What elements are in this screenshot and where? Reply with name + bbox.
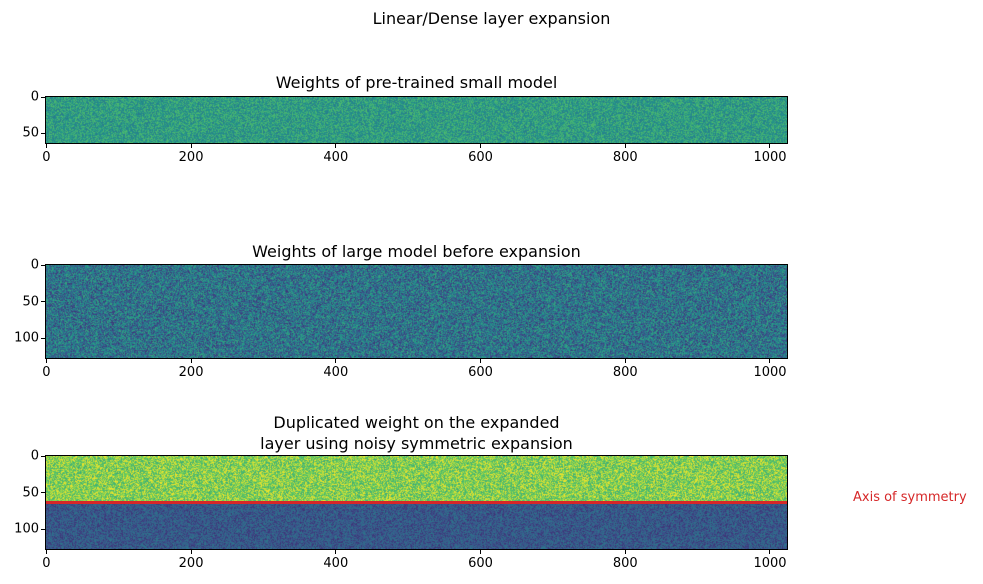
- y-tick-mark: [41, 455, 45, 457]
- x-tick-mark: [624, 144, 626, 148]
- x-tick-mark: [624, 550, 626, 554]
- x-tick-mark: [45, 359, 47, 363]
- x-tick-label: 400: [323, 365, 349, 380]
- x-tick-label: 200: [178, 150, 204, 165]
- y-tick-mark: [41, 264, 45, 266]
- axis-of-symmetry-line: [46, 501, 787, 504]
- y-tick-mark: [41, 337, 45, 339]
- y-tick-label: 50: [22, 294, 39, 310]
- y-tick-label: 100: [14, 330, 39, 346]
- x-tick-mark: [624, 359, 626, 363]
- x-tick-label: 200: [178, 556, 204, 571]
- axis-of-symmetry-label: Axis of symmetry: [853, 490, 967, 505]
- subplot1-title: Weights of pre-trained small model: [275, 73, 558, 92]
- x-tick-mark: [190, 359, 192, 363]
- y-tick-mark: [41, 492, 45, 494]
- subplot3-title: Duplicated weight on the expanded layer …: [260, 413, 573, 453]
- subplot1-axes: [45, 96, 788, 144]
- x-tick-mark: [769, 550, 771, 554]
- x-tick-mark: [480, 550, 482, 554]
- x-tick-label: 600: [468, 150, 493, 165]
- x-tick-label: 1000: [753, 556, 787, 571]
- x-tick-label: 0: [42, 556, 51, 571]
- x-tick-label: 800: [612, 365, 638, 380]
- x-tick-label: 0: [42, 150, 51, 165]
- y-tick-label: 50: [22, 125, 39, 141]
- y-tick-mark: [41, 301, 45, 303]
- x-tick-mark: [480, 144, 482, 148]
- x-tick-mark: [335, 359, 337, 363]
- x-tick-mark: [45, 144, 47, 148]
- x-tick-label: 400: [323, 150, 349, 165]
- subplot2-axes: [45, 264, 788, 359]
- x-tick-label: 800: [612, 556, 638, 571]
- x-tick-label: 1000: [753, 365, 787, 380]
- subplot2-title: Weights of large model before expansion: [252, 242, 581, 261]
- x-tick-mark: [45, 550, 47, 554]
- y-tick-mark: [41, 528, 45, 530]
- x-tick-mark: [190, 550, 192, 554]
- x-tick-mark: [480, 359, 482, 363]
- x-tick-label: 1000: [753, 150, 787, 165]
- x-tick-label: 0: [42, 365, 51, 380]
- x-tick-label: 800: [612, 150, 638, 165]
- x-tick-mark: [769, 359, 771, 363]
- figure-suptitle: Linear/Dense layer expansion: [372, 9, 611, 28]
- x-tick-mark: [335, 144, 337, 148]
- x-tick-mark: [769, 144, 771, 148]
- x-tick-label: 600: [468, 365, 493, 380]
- x-tick-label: 400: [323, 556, 349, 571]
- y-tick-label: 100: [14, 521, 39, 537]
- x-tick-label: 600: [468, 556, 493, 571]
- subplot2-heatmap: [46, 265, 787, 358]
- x-tick-mark: [335, 550, 337, 554]
- y-tick-mark: [41, 132, 45, 134]
- x-tick-label: 200: [178, 365, 204, 380]
- y-tick-label: 0: [30, 89, 39, 105]
- subplot1-heatmap: [46, 97, 787, 143]
- y-tick-label: 50: [22, 485, 39, 501]
- x-tick-mark: [190, 144, 192, 148]
- y-tick-label: 0: [30, 257, 39, 273]
- y-tick-mark: [41, 96, 45, 98]
- y-tick-label: 0: [30, 448, 39, 464]
